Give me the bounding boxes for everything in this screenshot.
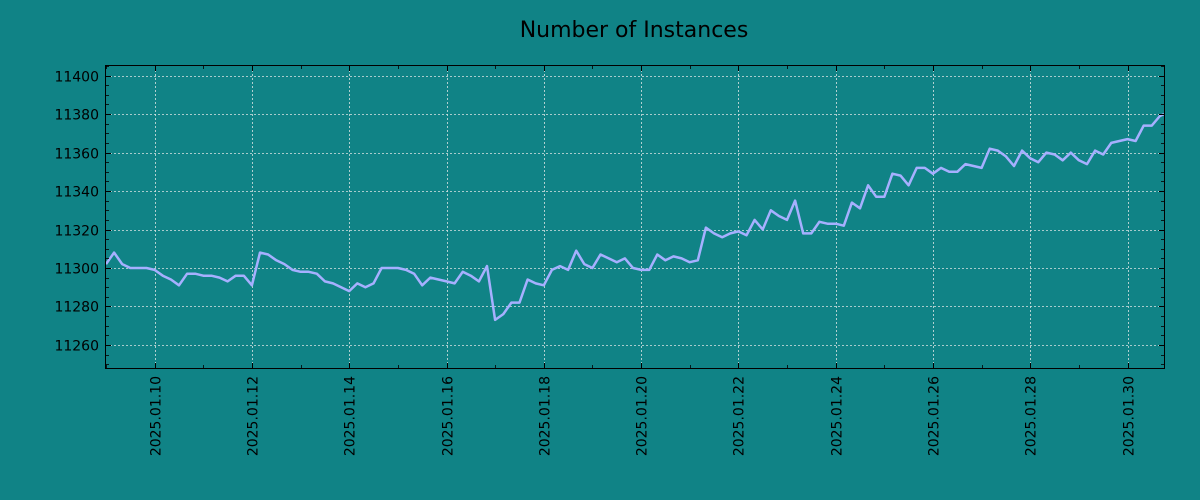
x-tick-label: 2025.01.12: [246, 376, 262, 456]
plot-area: [104, 112, 1165, 322]
x-tick-label: 2025.01.28: [1024, 376, 1040, 456]
y-tick-label: 11340: [54, 185, 99, 201]
x-tick-label: 2025.01.16: [441, 376, 457, 456]
y-tick-label: 11320: [54, 224, 99, 240]
y-tick-label: 11400: [54, 70, 99, 86]
x-axis: 2025.01.10 2025.01.12 2025.01.14 2025.01.16…: [106, 66, 1138, 456]
x-tick-label: 2025.01.10: [149, 376, 165, 456]
y-axis: 11260 11280 11300 11320 11340 11360 11380 11400: [54, 66, 1164, 365]
y-tick-label: 11260: [54, 339, 99, 355]
y-tick-label: 11300: [54, 262, 99, 278]
plot-frame: [105, 65, 1165, 369]
y-tick-label: 11360: [54, 147, 99, 163]
x-tick-label: 2025.01.22: [732, 376, 748, 456]
x-tick-label: 2025.01.14: [343, 376, 359, 456]
x-tick-label: 2025.01.20: [635, 376, 651, 456]
x-tick-label: 2025.01.24: [830, 376, 846, 456]
y-tick-label: 11280: [54, 300, 99, 316]
chart-title: Number of Instances: [520, 18, 749, 43]
x-tick-label: 2025.01.30: [1122, 376, 1138, 456]
grid: [106, 66, 1164, 368]
x-tick-label: 2025.01.18: [538, 376, 554, 456]
x-tick-label: 2025.01.26: [927, 376, 943, 456]
series-line: [104, 112, 1165, 322]
y-tick-label: 11380: [54, 108, 99, 124]
